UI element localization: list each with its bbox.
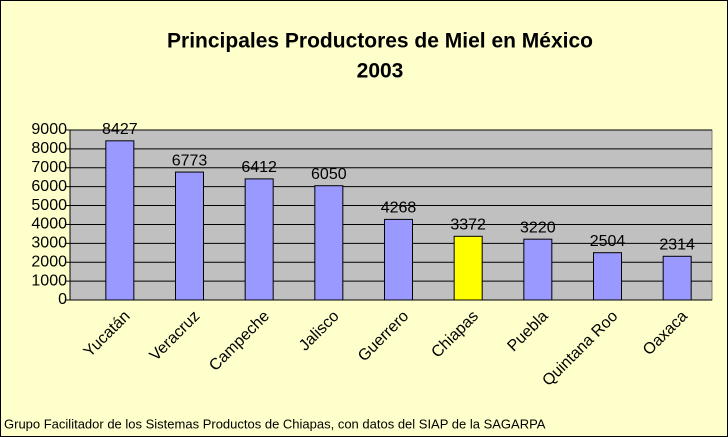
bar bbox=[175, 171, 204, 301]
data-label: 4268 bbox=[381, 200, 417, 217]
data-label: 3220 bbox=[520, 219, 556, 236]
y-tick-label: 4000 bbox=[31, 216, 67, 233]
data-label: 3372 bbox=[450, 217, 486, 234]
bar bbox=[384, 218, 413, 301]
source-note: Grupo Facilitador de los Sistemas Produc… bbox=[4, 416, 546, 431]
y-tick-label: 0 bbox=[58, 291, 67, 308]
bar bbox=[105, 140, 135, 301]
y-tick-label: 8000 bbox=[31, 140, 67, 157]
y-tick-label: 9000 bbox=[31, 121, 67, 138]
y-tick-label: 5000 bbox=[31, 197, 67, 214]
y-tick-label: 7000 bbox=[31, 159, 67, 176]
y-tick-label: 6000 bbox=[31, 178, 67, 195]
data-label: 2314 bbox=[659, 237, 695, 254]
y-tick-label: 1000 bbox=[31, 272, 67, 289]
data-label: 6050 bbox=[311, 166, 347, 183]
chart-subtitle: 2003 bbox=[357, 60, 404, 83]
y-tick-label: 2000 bbox=[31, 253, 67, 270]
bar bbox=[523, 238, 553, 301]
bar bbox=[662, 255, 692, 301]
data-label: 6773 bbox=[172, 152, 208, 169]
data-label: 8427 bbox=[102, 121, 138, 138]
chart-title: Principales Productores de Miel en Méxic… bbox=[167, 30, 593, 53]
y-tick-label: 3000 bbox=[31, 235, 67, 252]
data-label: 6412 bbox=[241, 159, 277, 176]
bar bbox=[244, 178, 274, 301]
data-label: 2504 bbox=[590, 233, 626, 250]
bar bbox=[453, 235, 483, 301]
bar bbox=[593, 252, 622, 301]
bar bbox=[314, 185, 344, 301]
